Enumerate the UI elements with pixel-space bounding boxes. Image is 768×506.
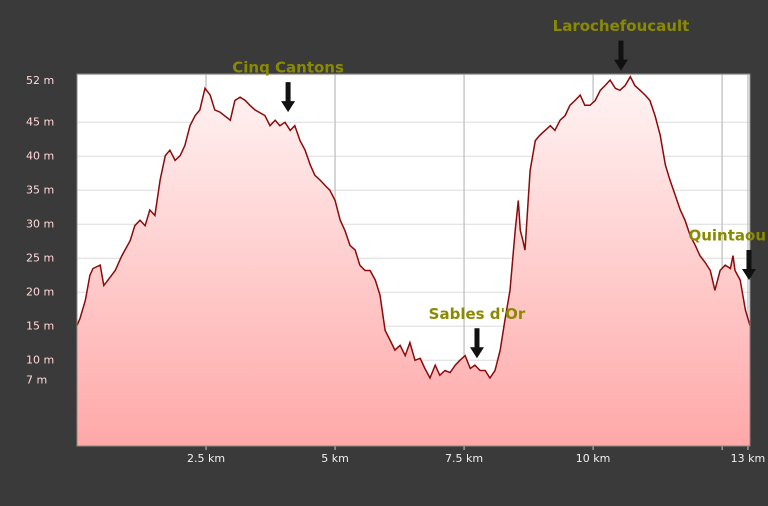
- annotation-label: Quintaou: [688, 227, 766, 245]
- elevation-line: [76, 75, 751, 380]
- x-tick-label: 10 km: [576, 452, 611, 465]
- y-tick-label: 20 m: [26, 285, 54, 298]
- y-tick-label: 25 m: [26, 251, 54, 264]
- annotation-arrow: [613, 40, 628, 71]
- annotation-label: Larochefoucault: [553, 17, 690, 35]
- annotation-arrow: [741, 250, 756, 281]
- y-tick-label: 52 m: [26, 74, 54, 87]
- y-tick-label: 45 m: [26, 115, 54, 128]
- y-tick-label: 35 m: [26, 183, 54, 196]
- x-tick-label: 5 km: [321, 452, 349, 465]
- x-tick-label: 2.5 km: [187, 452, 225, 465]
- annotation-label: Cinq Cantons: [232, 59, 344, 77]
- y-tick-label: 7 m: [26, 374, 47, 387]
- annotation-arrow: [469, 328, 484, 359]
- area-fill: [77, 76, 750, 446]
- annotation-arrow: [281, 82, 296, 113]
- y-tick-label: 30 m: [26, 217, 54, 230]
- y-tick-label: 10 m: [26, 353, 54, 366]
- y-tick-label: 15 m: [26, 319, 54, 332]
- annotation-label: Sables d'Or: [429, 305, 526, 323]
- x-tick-label: 13 km: [731, 452, 766, 465]
- x-tick-label: 7.5 km: [445, 452, 483, 465]
- y-tick-label: 40 m: [26, 149, 54, 162]
